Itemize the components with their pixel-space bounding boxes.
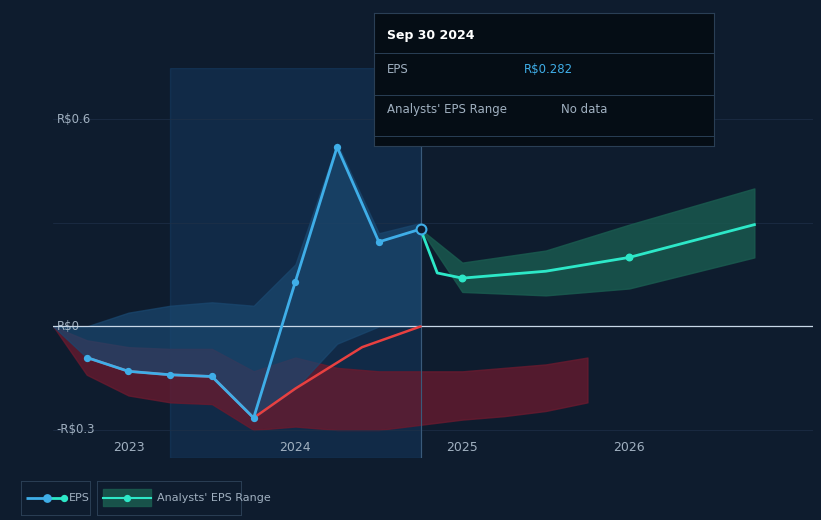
Text: EPS: EPS (69, 493, 90, 503)
Point (443, 340, 456, 348)
Point (205, 372, 218, 381)
Text: Actual: Actual (375, 74, 412, 87)
Text: R$0: R$0 (57, 320, 80, 333)
Point (289, 278, 302, 286)
Point (622, 253, 635, 262)
Point (331, 143, 344, 151)
Point (122, 367, 135, 375)
Bar (170, 68, 420, 458)
Text: Sep 30 2024: Sep 30 2024 (388, 29, 475, 42)
Text: Analysts' EPS Range: Analysts' EPS Range (388, 103, 507, 116)
Point (372, 238, 385, 246)
Text: Analysts' EPS Range: Analysts' EPS Range (158, 493, 271, 503)
Text: R$0.6: R$0.6 (57, 113, 91, 126)
Text: R$0.282: R$0.282 (524, 63, 572, 76)
Point (163, 371, 177, 379)
Text: 2024: 2024 (280, 441, 311, 454)
Text: 2023: 2023 (112, 441, 144, 454)
Text: 2026: 2026 (613, 441, 645, 454)
Point (437, 340, 450, 348)
Text: 2025: 2025 (447, 441, 478, 454)
Text: No data: No data (561, 103, 608, 116)
Point (247, 414, 260, 422)
Point (414, 225, 427, 233)
Point (290, 340, 303, 348)
Point (456, 274, 469, 282)
Text: -R$0.3: -R$0.3 (57, 423, 95, 436)
Text: Analysts Forecasts: Analysts Forecasts (434, 74, 544, 87)
Text: EPS: EPS (388, 63, 409, 76)
Point (80, 354, 94, 362)
